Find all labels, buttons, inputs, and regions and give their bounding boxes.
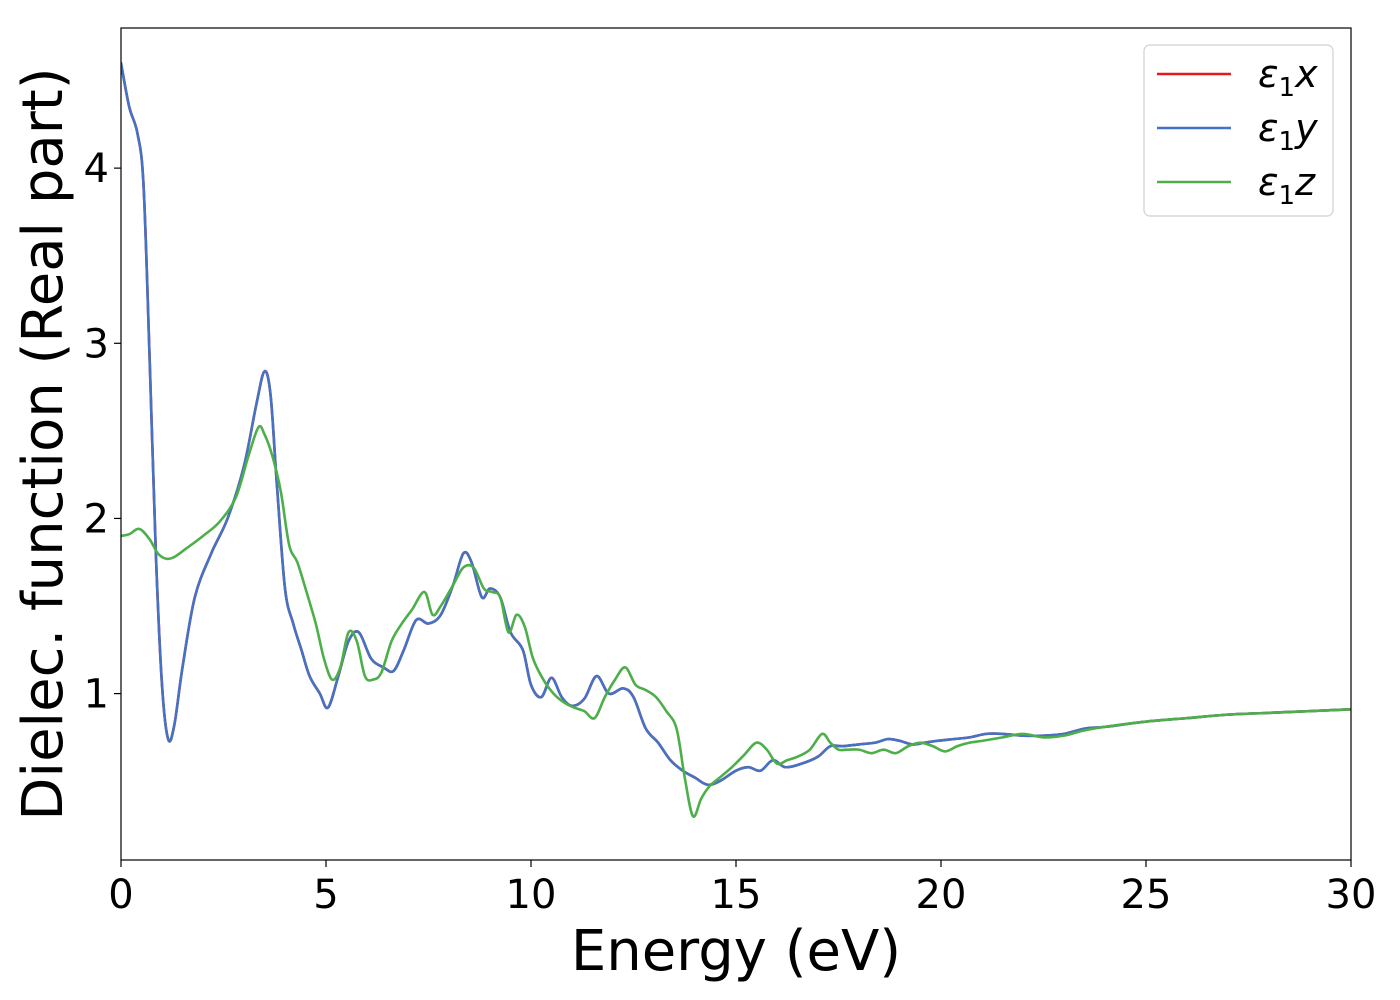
legend-item-x: ε1x [1157, 52, 1318, 103]
legend-symbol: ε [1258, 106, 1279, 150]
legend-label-y: ε1y [1258, 106, 1318, 157]
legend-subscript: 1 [1279, 127, 1296, 157]
y-tick-label: 1 [84, 672, 109, 718]
x-axis: 0 5 10 15 20 25 30 [108, 860, 1376, 918]
legend-label-z: ε1z [1258, 160, 1316, 211]
y-tick-label: 4 [84, 146, 109, 192]
legend-item-z: ε1z [1157, 160, 1316, 211]
x-axis-label: Energy (eV) [571, 919, 901, 984]
legend-item-y: ε1y [1157, 106, 1318, 157]
x-tick-label: 10 [506, 872, 557, 918]
x-tick-label: 20 [916, 872, 967, 918]
series-layer [121, 61, 1351, 818]
legend-frame [1143, 44, 1334, 217]
legend-subscript: 1 [1279, 181, 1296, 211]
legend-label-x: ε1x [1258, 52, 1318, 103]
legend-symbol: ε [1258, 52, 1279, 96]
x-tick-label: 15 [711, 872, 762, 918]
plot-area [120, 27, 1352, 861]
legend-suffix: y [1294, 106, 1318, 150]
legend-suffix: x [1294, 52, 1318, 96]
y-tick-label: 3 [84, 321, 109, 367]
x-tick-label: 5 [313, 872, 338, 918]
y-tick-label: 2 [84, 496, 109, 542]
y-axis-label: Dielec. function (Real part) [11, 67, 76, 820]
series-line-y [121, 61, 1351, 787]
x-tick-label: 25 [1121, 872, 1172, 918]
series-line-z [121, 424, 1351, 818]
legend-suffix: z [1294, 160, 1316, 204]
legend-subscript: 1 [1279, 73, 1296, 103]
x-tick-label: 30 [1326, 872, 1377, 918]
legend-symbol: ε [1258, 160, 1279, 204]
y-axis: 1 2 3 4 [84, 146, 121, 718]
x-tick-label: 0 [108, 872, 133, 918]
